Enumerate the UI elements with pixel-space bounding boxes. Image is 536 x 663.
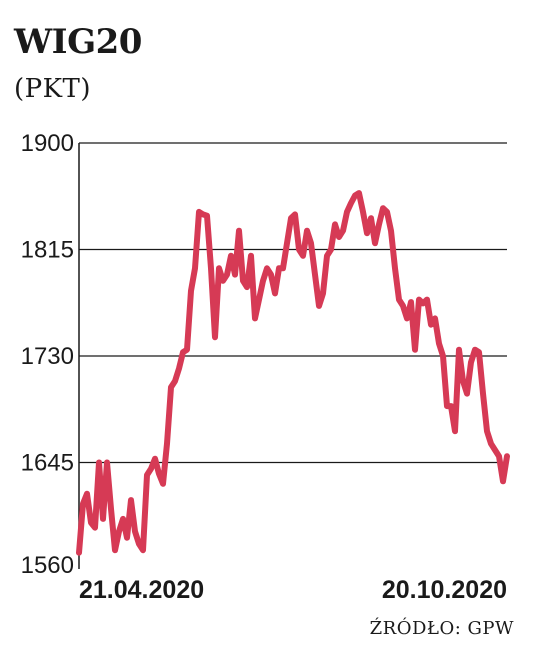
- chart-unit-label: (PKT): [14, 74, 92, 104]
- y-tick-label: 1560: [21, 552, 74, 579]
- y-tick-label: 1730: [21, 343, 74, 370]
- y-tick-label: 1900: [21, 130, 74, 157]
- chart-title: WIG20: [14, 22, 142, 62]
- series-line: [76, 190, 510, 556]
- y-tick-label: 1645: [21, 450, 74, 477]
- x-tick-label: 21.04.2020: [79, 576, 204, 604]
- y-tick-label: 1815: [21, 237, 74, 264]
- x-tick-label: 20.10.2020: [382, 576, 507, 604]
- y-axis-ticks: 1560 1645 1730 1815 1900: [21, 130, 74, 579]
- source-note: ŹRÓDŁO: GPW: [369, 618, 514, 639]
- gridlines: [79, 142, 507, 464]
